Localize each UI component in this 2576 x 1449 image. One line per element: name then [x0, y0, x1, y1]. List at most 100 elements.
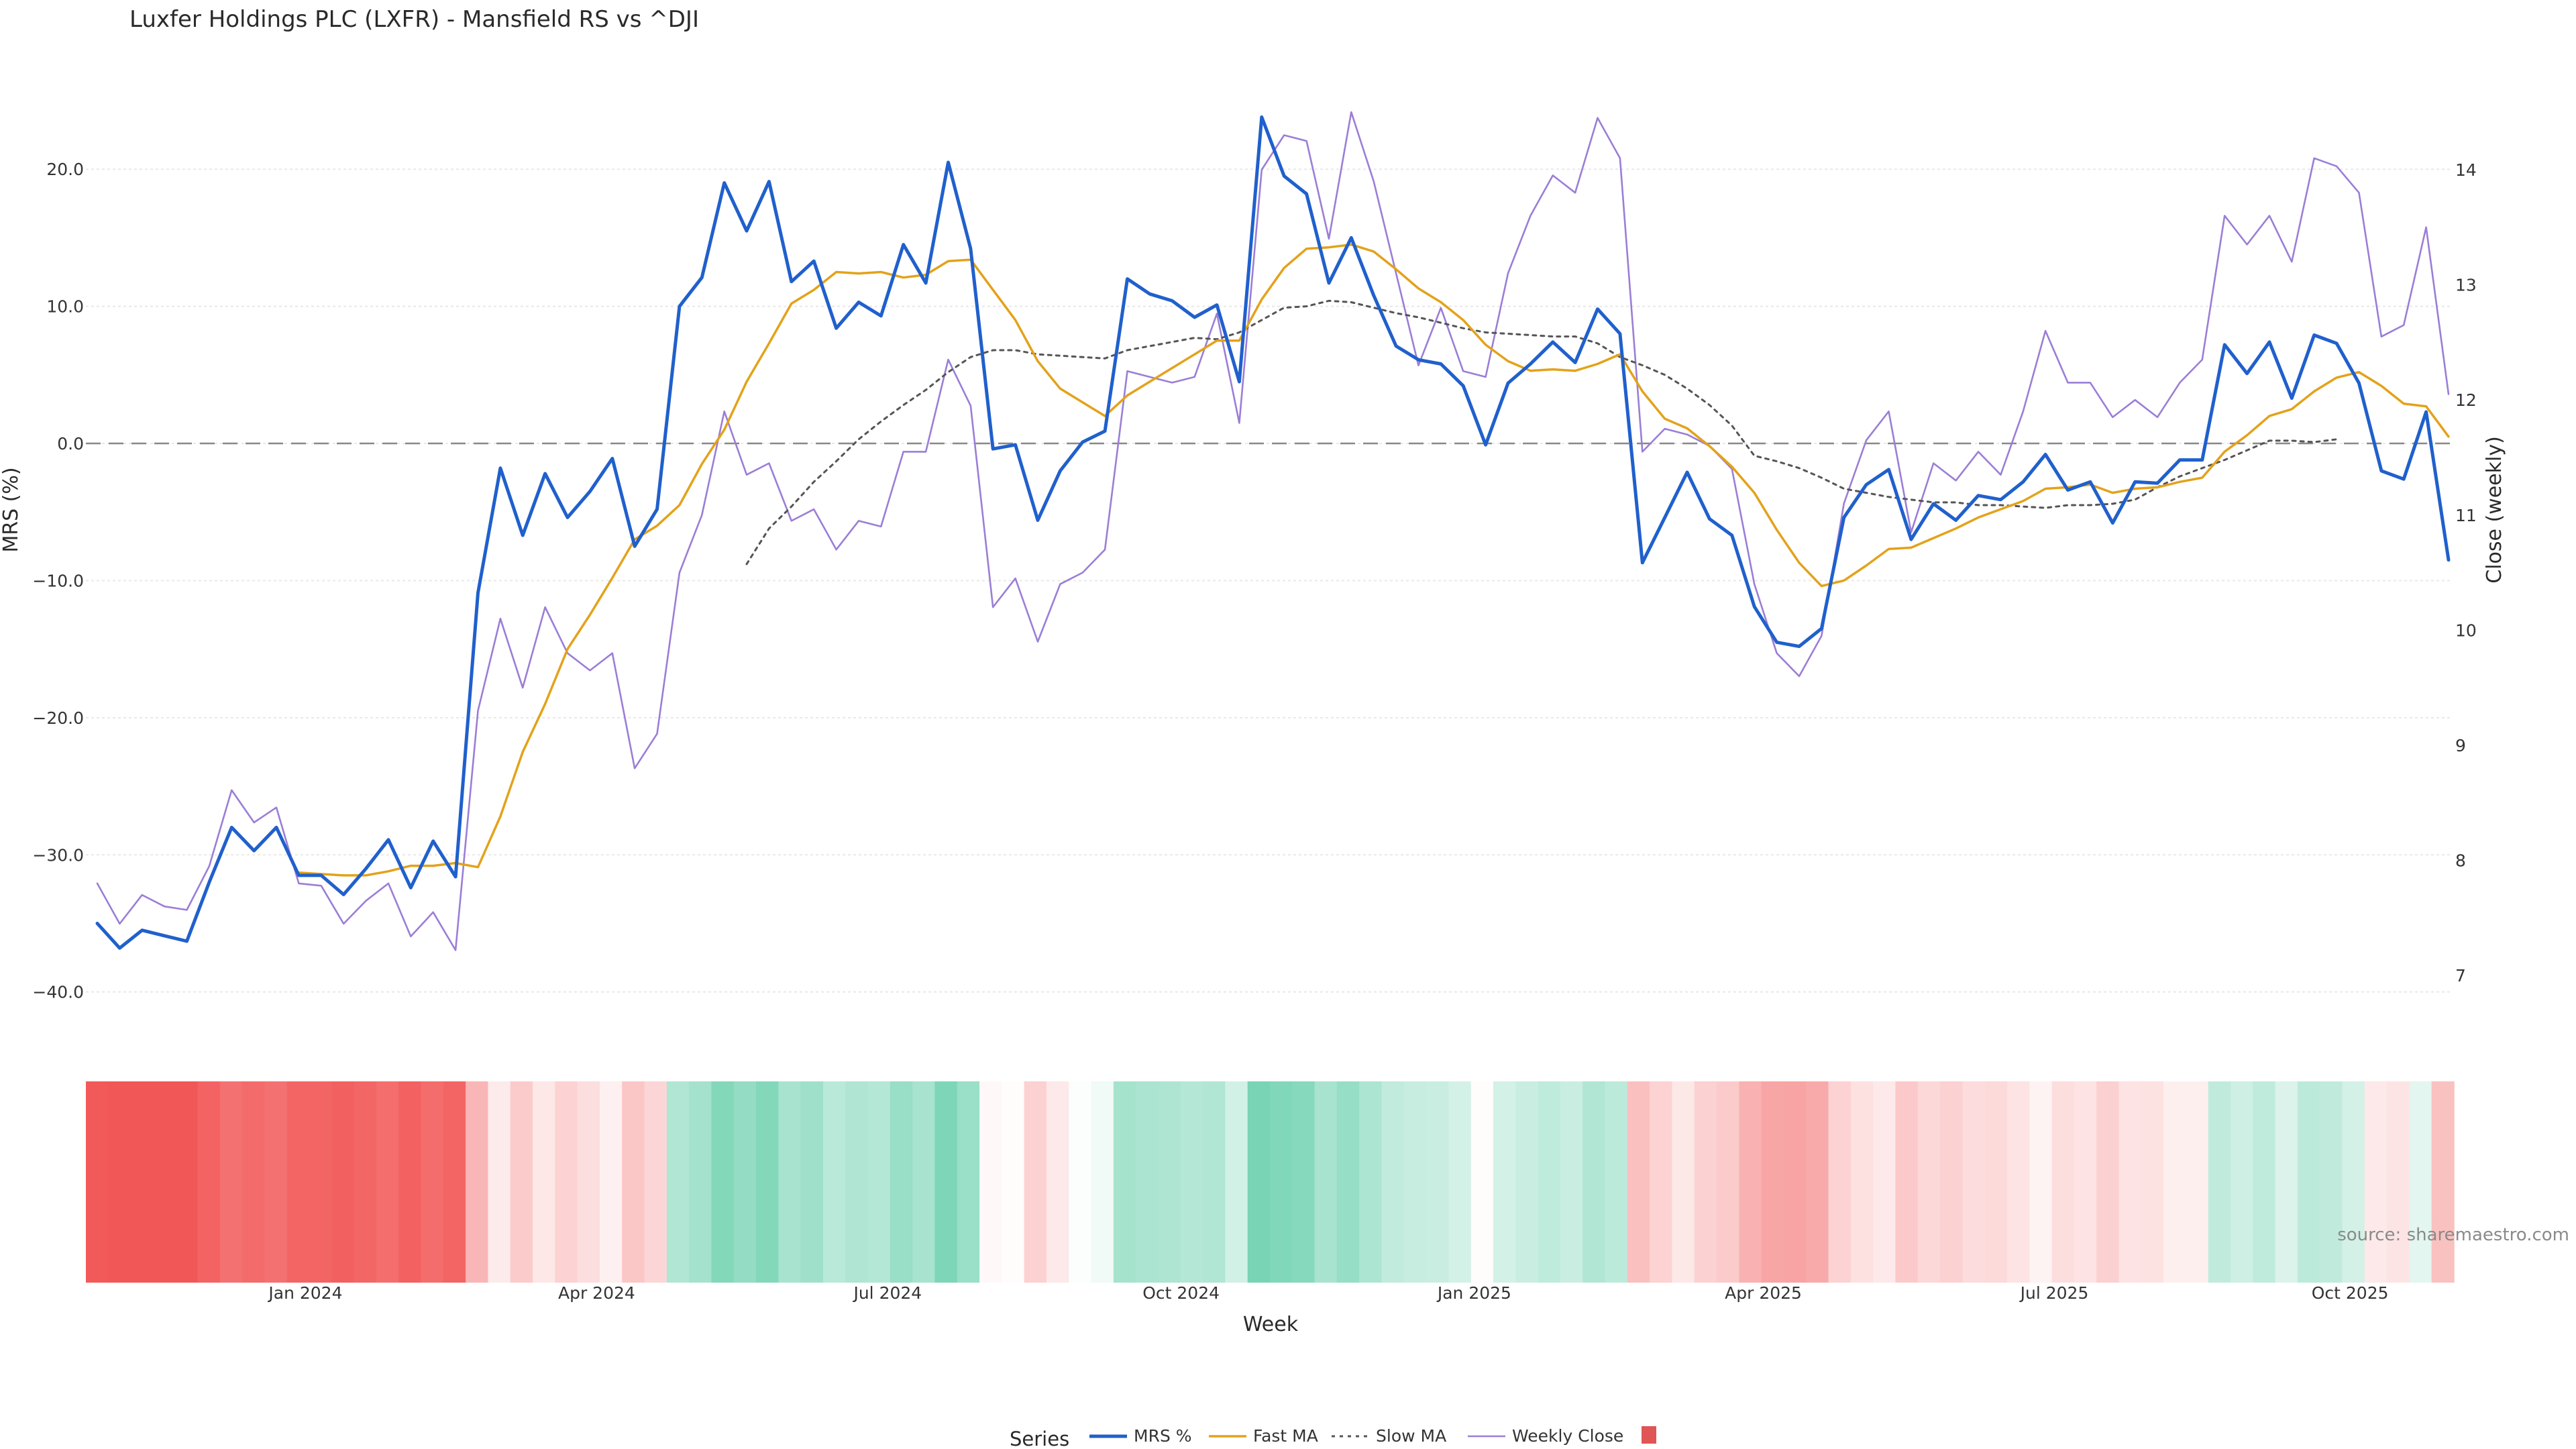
heatmap-cell [1515, 1081, 1539, 1283]
heatmap-cell [555, 1081, 578, 1283]
heatmap-cell [1694, 1081, 1717, 1283]
heatmap-cell [1873, 1081, 1896, 1283]
heatmap-cell [2006, 1081, 2031, 1283]
heatmap-cell [1984, 1081, 2008, 1283]
heatmap-cell [1806, 1081, 1829, 1283]
heatmap-cell [1024, 1081, 1047, 1283]
heatmap-cell [1136, 1081, 1159, 1283]
heatmap-cell [934, 1081, 958, 1283]
heatmap-cell [2096, 1081, 2120, 1283]
heatmap-cell [1761, 1081, 1784, 1283]
right-tick-label: 11 [2455, 506, 2477, 525]
heatmap-cell [599, 1081, 623, 1283]
legend-label: Slow MA [1376, 1426, 1446, 1446]
heatmap-cell [1828, 1081, 1851, 1283]
heatmap-cell [2230, 1081, 2254, 1283]
left-tick-label: −10.0 [32, 571, 84, 590]
heatmap-cell [1448, 1081, 1472, 1283]
left-tick-label: 10.0 [46, 297, 84, 317]
series-line-mrs [95, 115, 2451, 950]
heatmap-cell [577, 1081, 600, 1283]
heatmap-cell [689, 1081, 712, 1283]
x-tick-label: Jan 2024 [267, 1283, 342, 1303]
heatmap-cell [800, 1081, 824, 1283]
x-axis-title: Week [1243, 1313, 1299, 1336]
legend: Series MRS % Fast MA Slow MA Weekly Close [1010, 1426, 1656, 1449]
series-line-fast-ma [297, 243, 2450, 877]
heatmap-cell [1895, 1081, 1919, 1283]
heatmap-cell [376, 1081, 400, 1283]
source-note: source: sharemaestro.com [2337, 1225, 2569, 1245]
heatmap-cell [443, 1081, 466, 1283]
heatmap-cell [1962, 1081, 1986, 1283]
heatmap-cell [1470, 1081, 1494, 1283]
heatmap-cell [2074, 1081, 2097, 1283]
heatmap-cell [711, 1081, 735, 1283]
heatmap-cell [354, 1081, 377, 1283]
heatmap-cell [197, 1081, 221, 1283]
heatmap-cell [1783, 1081, 1807, 1283]
heatmap-cell [845, 1081, 869, 1283]
heatmap-cell [1538, 1081, 1561, 1283]
right-axis-ticks: 7 8 9 10 11 12 13 14 [2455, 160, 2477, 985]
heatmap-cell [1046, 1081, 1070, 1283]
heatmap-cell [644, 1081, 667, 1283]
heatmap-cell [1270, 1081, 1293, 1283]
legend-heatmap-swatch [1642, 1426, 1656, 1444]
heatmap-cell [466, 1081, 489, 1283]
left-axis-ticks: 20.0 10.0 0.0 −10.0 −20.0 −30.0 −40.0 [32, 160, 84, 1002]
heatmap-cell [2297, 1081, 2320, 1283]
heatmap-cell [1203, 1081, 1226, 1283]
heatmap-cell [822, 1081, 847, 1283]
series-line-weekly-close [96, 111, 2450, 951]
heatmap-cell [1381, 1081, 1405, 1283]
right-tick-label: 14 [2455, 160, 2477, 180]
heatmap-cell [1560, 1081, 1584, 1283]
heatmap-cell [1850, 1081, 1874, 1283]
heatmap-cell [622, 1081, 645, 1283]
heatmap-cell [1225, 1081, 1248, 1283]
heatmap-cell [1717, 1081, 1740, 1283]
heatmap-cell [1069, 1081, 1092, 1283]
heatmap-cell [1940, 1081, 1964, 1283]
heatmap-cell [130, 1081, 154, 1283]
heatmap-cell [1493, 1081, 1517, 1283]
right-tick-label: 8 [2455, 851, 2466, 871]
right-tick-label: 13 [2455, 276, 2477, 295]
heatmap-cell [219, 1081, 243, 1283]
heatmap-cell [2208, 1081, 2231, 1283]
left-tick-label: −20.0 [32, 708, 84, 728]
heatmap-cell [421, 1081, 444, 1283]
right-tick-label: 9 [2455, 736, 2466, 755]
heatmap-cell [1627, 1081, 1650, 1283]
heatmap-cell [2342, 1081, 2365, 1283]
heatmap-cell [778, 1081, 802, 1283]
heatmap-cell [1739, 1081, 1762, 1283]
heatmap-cell [867, 1081, 891, 1283]
heatmap-cell [398, 1081, 422, 1283]
heatmap-cell [175, 1081, 199, 1283]
legend-label: Weekly Close [1512, 1426, 1623, 1446]
heatmap-cell [1002, 1081, 1025, 1283]
heatmap-cell [1672, 1081, 1695, 1283]
heatmap-cell [2320, 1081, 2343, 1283]
heatmap-cell [2431, 1081, 2455, 1283]
x-tick-label: Oct 2025 [2312, 1283, 2389, 1303]
right-tick-label: 10 [2455, 621, 2477, 640]
heatmap-cell [533, 1081, 556, 1283]
heatmap-cell [2118, 1081, 2142, 1283]
legend-label: Fast MA [1253, 1426, 1318, 1446]
heatmap-cell [2163, 1081, 2187, 1283]
heatmap-cell [242, 1081, 266, 1283]
heatmap-cell [2051, 1081, 2075, 1283]
gridlines [86, 168, 2452, 993]
heatmap-cell [1314, 1081, 1338, 1283]
heatmap-cell [979, 1081, 1003, 1283]
y-axis-right-title: Close (weekly) [2483, 436, 2506, 584]
heatmap-cell [912, 1081, 936, 1283]
heatmap-cell [86, 1081, 109, 1283]
heatmap-cell [488, 1081, 511, 1283]
left-tick-label: 20.0 [46, 160, 84, 179]
heatmap-cell [1336, 1081, 1360, 1283]
